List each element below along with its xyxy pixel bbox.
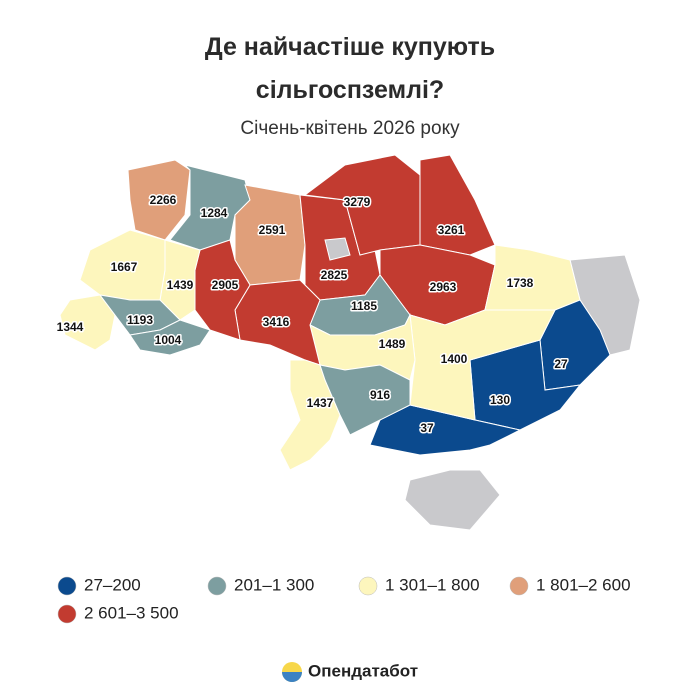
legend: 27–200 201–1 300 1 301–1 800 1 801–2 600 2 6…	[57, 575, 631, 624]
region-value: 1667	[111, 260, 138, 274]
region	[419, 154, 496, 256]
legend-swatch	[509, 576, 529, 596]
legend-label: 201–1 300	[234, 575, 314, 594]
legend-swatch	[57, 576, 77, 596]
subtitle: Січень-квітень 2026 року	[240, 118, 460, 139]
region-value: 916	[370, 388, 390, 402]
region-value: 1439	[167, 278, 194, 292]
region-value: 2266	[150, 193, 177, 207]
legend-swatch	[57, 604, 77, 624]
region-value: 2591	[259, 223, 286, 237]
region-value: 1738	[507, 276, 534, 290]
region-value: 1489	[379, 337, 406, 351]
legend-label: 1 801–2 600	[536, 575, 631, 594]
region-value: 1284	[201, 206, 228, 220]
region	[127, 159, 191, 241]
region	[319, 364, 411, 436]
region-value: 37	[420, 421, 434, 435]
legend-label: 27–200	[84, 575, 141, 594]
legend-label: 2 601–3 500	[84, 603, 179, 622]
region-value: 2905	[212, 278, 239, 292]
title-line: сільгоспземлі?	[256, 76, 444, 104]
legend-swatch	[358, 576, 378, 596]
region	[279, 359, 341, 471]
region-value: 1193	[127, 313, 153, 327]
region-value: 27	[554, 357, 568, 371]
region-value: 1185	[351, 299, 377, 313]
brand-logo	[282, 672, 302, 682]
region-value: 1400	[441, 352, 468, 366]
region-value: 3416	[263, 315, 290, 329]
region-value: 2963	[430, 280, 457, 294]
title-line: Де найчастіше купують	[205, 33, 495, 61]
region-value: 1004	[155, 333, 182, 347]
region	[409, 309, 556, 421]
region-value: 130	[490, 393, 510, 407]
legend-label: 1 301–1 800	[385, 575, 480, 594]
brand: Опендатабот	[308, 661, 418, 680]
region-value: 1437	[307, 396, 334, 410]
region	[129, 319, 211, 356]
region-value: 3261	[438, 223, 465, 237]
legend-swatch	[207, 576, 227, 596]
region-value: 2825	[321, 268, 348, 282]
no-data-area	[404, 469, 501, 531]
region-value: 3279	[344, 195, 371, 209]
region-value: 1344	[57, 320, 84, 334]
map	[59, 154, 641, 531]
no-data-area	[324, 237, 351, 261]
labels: 2266 1284 2591 2825 3279 3261 2963 1738 27 130 37 1…	[55, 192, 569, 437]
